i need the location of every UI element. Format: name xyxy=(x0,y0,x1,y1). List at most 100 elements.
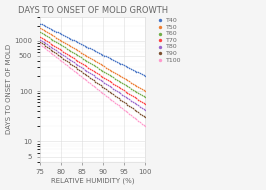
T70 xyxy=(65,52,69,55)
T90 xyxy=(61,57,65,60)
T90 xyxy=(75,67,80,70)
T40 xyxy=(115,60,119,63)
T70 xyxy=(74,58,78,61)
T80 xyxy=(61,54,65,57)
T60 xyxy=(72,51,76,55)
T40 xyxy=(118,62,122,65)
T90 xyxy=(100,85,105,88)
T40 xyxy=(74,40,78,43)
T40 xyxy=(93,50,97,53)
T50 xyxy=(72,47,76,50)
T80 xyxy=(59,52,64,55)
T50 xyxy=(74,48,78,51)
T70 xyxy=(92,70,96,73)
T50 xyxy=(92,59,96,62)
T100 xyxy=(68,66,72,70)
T50 xyxy=(118,75,122,78)
T40 xyxy=(52,29,56,32)
T40 xyxy=(143,74,147,78)
T50 xyxy=(125,79,130,82)
T60 xyxy=(70,50,74,53)
T50 xyxy=(143,90,147,93)
T50 xyxy=(142,89,146,92)
T100 xyxy=(88,82,92,85)
T90 xyxy=(90,78,94,81)
T40 xyxy=(124,65,128,68)
T50 xyxy=(66,44,71,47)
T100 xyxy=(54,55,58,58)
T90 xyxy=(134,109,139,112)
T90 xyxy=(115,95,119,98)
T60 xyxy=(52,39,56,42)
T80 xyxy=(129,99,133,102)
T60 xyxy=(120,82,124,85)
T40 xyxy=(113,59,117,62)
T90 xyxy=(43,44,47,47)
T70 xyxy=(122,89,126,92)
T50 xyxy=(84,54,89,57)
T60 xyxy=(104,71,108,74)
T50 xyxy=(79,51,83,54)
T60 xyxy=(127,86,131,89)
T50 xyxy=(127,80,131,83)
T80 xyxy=(142,107,146,110)
T100 xyxy=(74,71,78,74)
T80 xyxy=(75,63,80,66)
T100 xyxy=(127,112,131,115)
T100 xyxy=(132,116,137,120)
T90 xyxy=(132,108,137,111)
T50 xyxy=(100,64,105,67)
T60 xyxy=(43,34,47,37)
T100 xyxy=(134,118,139,121)
T100 xyxy=(113,101,117,104)
T80 xyxy=(38,38,42,41)
T80 xyxy=(102,81,106,84)
T50 xyxy=(63,41,67,44)
T70 xyxy=(52,44,56,48)
T100 xyxy=(57,58,62,61)
T60 xyxy=(77,55,81,58)
T40 xyxy=(97,51,101,54)
T60 xyxy=(132,89,137,92)
T60 xyxy=(90,63,94,66)
T60 xyxy=(49,37,53,40)
T70 xyxy=(70,56,74,59)
T100 xyxy=(111,100,115,103)
T90 xyxy=(138,112,142,115)
T90 xyxy=(142,115,146,118)
T40 xyxy=(109,58,114,61)
T60 xyxy=(41,33,46,36)
T50 xyxy=(102,65,106,68)
T90 xyxy=(88,76,92,79)
T100 xyxy=(81,76,85,79)
T100 xyxy=(82,78,87,81)
T90 xyxy=(107,90,112,93)
T60 xyxy=(40,32,44,35)
T60 xyxy=(143,96,147,99)
T100 xyxy=(86,80,90,83)
T50 xyxy=(136,85,140,88)
T70 xyxy=(107,80,112,83)
T40 xyxy=(54,30,58,33)
T40 xyxy=(56,31,60,34)
T100 xyxy=(79,75,83,78)
T40 xyxy=(57,32,62,35)
T100 xyxy=(131,115,135,118)
T60 xyxy=(125,85,130,88)
T50 xyxy=(90,57,94,60)
T50 xyxy=(122,77,126,80)
T90 xyxy=(129,106,133,109)
T80 xyxy=(92,74,96,77)
T60 xyxy=(38,30,42,33)
T90 xyxy=(81,71,85,74)
T70 xyxy=(45,40,49,43)
T60 xyxy=(45,35,49,38)
T70 xyxy=(56,47,60,50)
T60 xyxy=(61,45,65,48)
T40 xyxy=(125,66,130,69)
T50 xyxy=(120,76,124,79)
T100 xyxy=(120,107,124,110)
T100 xyxy=(118,105,122,108)
T90 xyxy=(124,102,128,105)
T90 xyxy=(111,93,115,96)
